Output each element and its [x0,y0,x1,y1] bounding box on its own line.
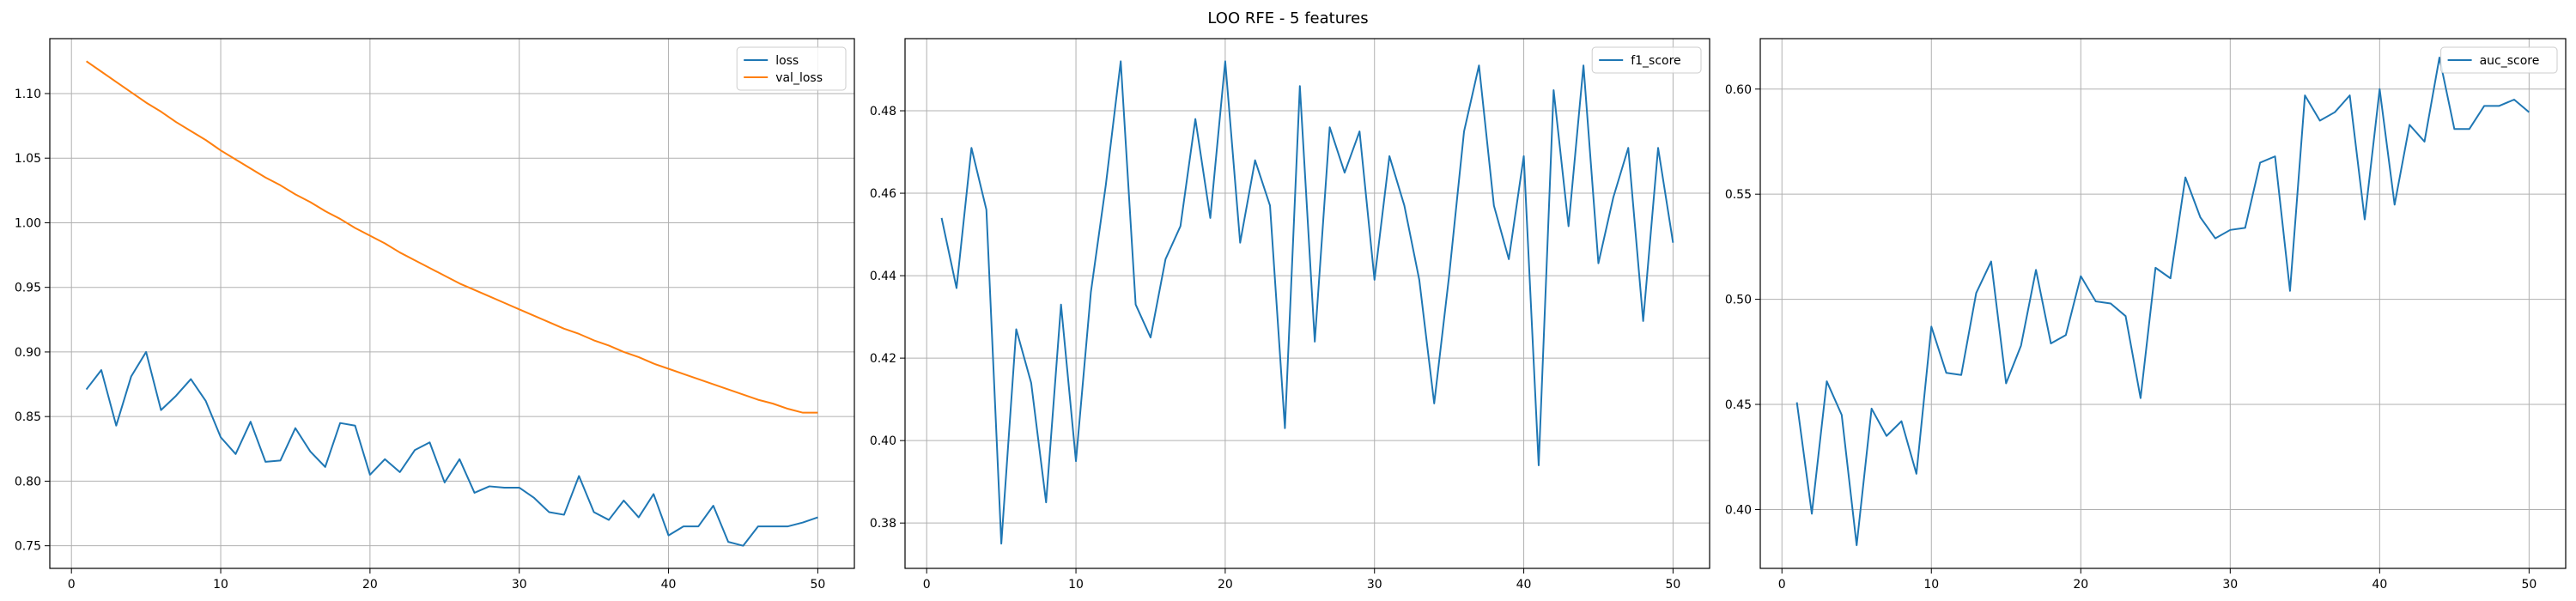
axes-frame [49,38,855,569]
x-tick-label: 10 [1068,578,1084,592]
y-tick-label: 0.40 [1725,503,1752,517]
y-tick-label: 1.05 [15,152,41,166]
x-tick-label: 50 [1665,578,1680,592]
legend: f1_score [1591,46,1702,74]
legend-box [736,46,847,91]
figure-suptitle: LOO RFE - 5 features [1207,9,1368,27]
x-tick-label: 40 [661,578,677,592]
y-tick-label: 0.55 [1725,188,1752,202]
legend-label-val_loss: val_loss [775,71,823,85]
legend-box [1591,46,1702,74]
chart-panel-3: 0 10 20 30 40 50 0.40 0.45 0.50 0.55 0.60 auc_score [1725,38,2567,592]
axes-frame [904,38,1710,569]
x-tick-label: 20 [1218,578,1233,592]
subplot-panels: 0 10 20 30 40 50 0.75 0.80 0.85 0.90 0.95 1.00 1.05 1… [15,38,2567,592]
y-tick-label: 0.38 [870,517,896,531]
y-tick-label: 0.50 [1725,294,1752,307]
y-tick-label: 1.00 [15,216,41,230]
x-tick-label: 0 [1778,578,1786,592]
chart-panel-1: 0 10 20 30 40 50 0.75 0.80 0.85 0.90 0.95 1.00 1.05 1… [15,38,855,592]
y-tick-label: 0.42 [870,352,896,366]
axes-frame [1759,38,2567,569]
series-line-auc_score [1795,57,2530,547]
x-tick-label: 40 [1516,578,1532,592]
y-tick-label: 0.90 [15,346,41,360]
y-tick-label: 1.10 [15,88,41,101]
x-tick-label: 20 [2073,578,2088,592]
y-tick-label: 0.48 [870,105,896,118]
y-tick-label: 0.44 [870,270,896,283]
y-tick-label: 0.40 [870,434,896,448]
legend-box [2440,46,2558,74]
x-tick-label: 10 [1923,578,1939,592]
series-line-val_loss [86,60,818,414]
x-tick-label: 10 [213,578,228,592]
x-tick-label: 50 [810,578,825,592]
chart-panel-2: 0 10 20 30 40 50 0.38 0.40 0.42 0.44 0.46 0.48 f1_sc… [870,38,1710,592]
x-tick-label: 50 [2521,578,2537,592]
legend-label-f1_score: f1_score [1631,54,1680,68]
x-tick-label: 0 [923,578,931,592]
legend: auc_score [2440,46,2558,74]
legend: loss val_loss [736,46,847,91]
y-tick-label: 0.95 [15,282,41,295]
x-tick-label: 20 [362,578,378,592]
x-tick-label: 30 [512,578,527,592]
legend-label-auc_score: auc_score [2480,54,2540,68]
series-line-loss [85,350,818,547]
y-tick-label: 0.80 [15,475,41,489]
y-tick-label: 0.85 [15,410,41,424]
legend-label-loss: loss [775,54,799,68]
series-line-f1_score [940,60,1674,545]
y-tick-label: 0.75 [15,540,41,554]
x-tick-label: 40 [2372,578,2387,592]
x-tick-label: 30 [1367,578,1382,592]
y-tick-label: 0.45 [1725,398,1752,412]
x-tick-label: 0 [68,578,76,592]
x-tick-label: 30 [2222,578,2238,592]
y-tick-label: 0.46 [870,187,896,201]
y-tick-label: 0.60 [1725,83,1752,97]
